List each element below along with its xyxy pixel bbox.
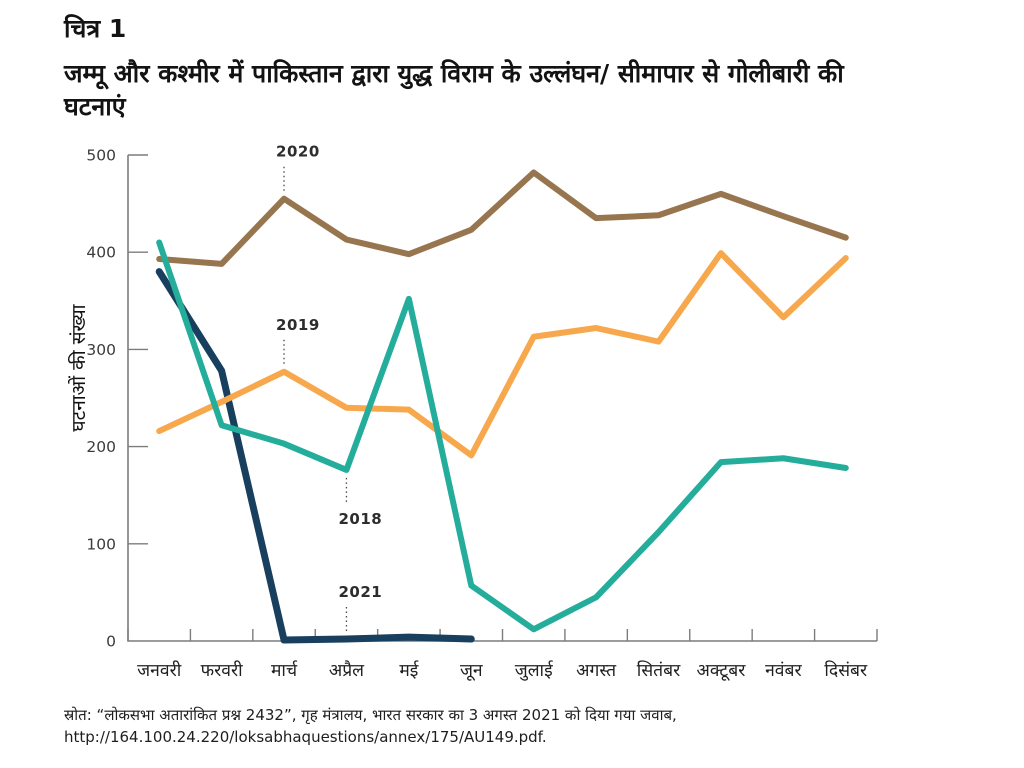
month-label: अक्टूबर — [697, 661, 747, 681]
y-axis-tick-label: 100 — [86, 535, 116, 553]
annotation-label-2018: 2018 — [338, 510, 382, 528]
figure-header: चित्र 1 जम्मू और कश्मीर में पाकिस्तान द्… — [64, 12, 976, 123]
month-label: दिसंबर — [824, 660, 868, 681]
month-label: जुलाई — [515, 660, 554, 681]
annotation-label-2020: 2020 — [276, 143, 320, 161]
figure-label: चित्र 1 — [64, 14, 127, 43]
month-label: सितंबर — [637, 660, 681, 681]
series-line-2018 — [156, 239, 849, 633]
annotation-label-2019: 2019 — [276, 316, 320, 334]
series-line-2021 — [155, 268, 475, 644]
month-label: जून — [460, 661, 483, 681]
y-axis-tick-label: 300 — [86, 341, 116, 359]
y-axis-tick-label: 0 — [106, 633, 116, 651]
y-axis-tick-label: 500 — [86, 147, 116, 165]
figure-title-line-1: जम्मू और कश्मीर में पाकिस्तान द्वारा युद… — [64, 59, 844, 88]
source-line-2: http://164.100.24.220/loksabhaquestions/… — [64, 727, 547, 746]
month-label: फरवरी — [201, 660, 244, 681]
source-line-1: स्रोत: “लोकसभा अतारांकित प्रश्न 2432”, ग… — [64, 706, 677, 724]
month-label: अगस्त — [576, 661, 617, 681]
y-axis-tick-label: 200 — [86, 438, 116, 456]
figure-title-line-2: घटनाएं — [64, 92, 126, 121]
month-label: अप्रैल — [329, 660, 365, 681]
source-note: स्रोत: “लोकसभा अतारांकित प्रश्न 2432”, ग… — [64, 705, 984, 748]
annotation-label-2021: 2021 — [338, 583, 382, 601]
month-label: नवंबर — [765, 661, 802, 681]
month-label: जनवरी — [137, 660, 182, 681]
y-axis-tick-label: 400 — [86, 244, 116, 262]
month-label: मार्च — [271, 660, 298, 681]
series-line-2019 — [156, 250, 849, 459]
month-label: मई — [399, 660, 419, 681]
series-line-2020 — [156, 169, 849, 267]
